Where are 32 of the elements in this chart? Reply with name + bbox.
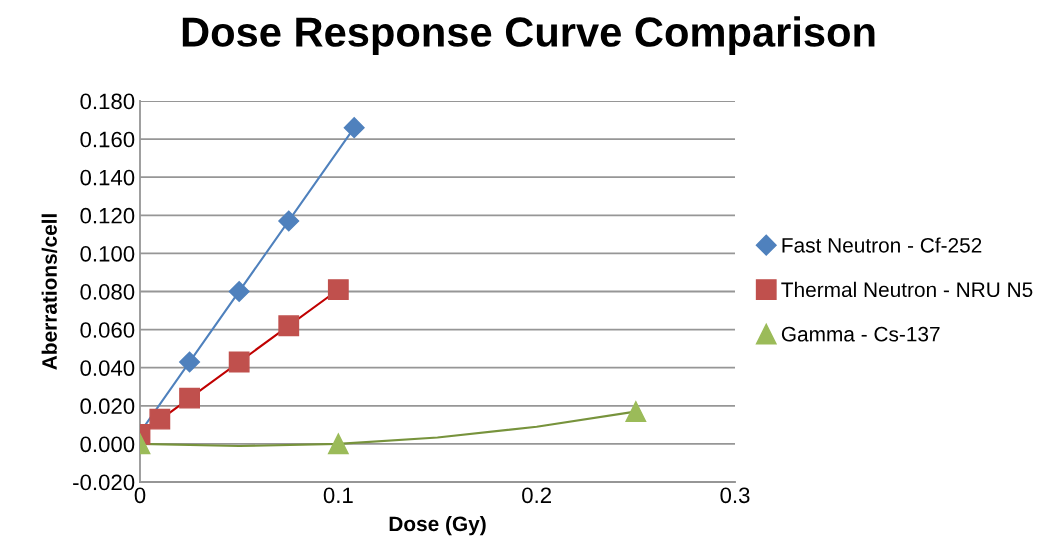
legend-label: Gamma - Cs-137	[781, 326, 940, 342]
y-axis-title: Aberrations/cell	[41, 214, 58, 370]
y-tick-label: 0.100	[80, 245, 135, 262]
point	[149, 408, 171, 430]
point	[327, 279, 349, 301]
y-tick-label: 0.160	[80, 131, 135, 148]
point	[327, 433, 349, 455]
y-tick-label: 0.000	[80, 436, 135, 453]
x-tick-label: 0	[134, 487, 146, 504]
point	[228, 351, 250, 373]
y-tick-label: 0.140	[80, 169, 135, 186]
point	[179, 351, 201, 373]
point	[278, 210, 300, 232]
point	[625, 401, 647, 422]
chart-title: Dose Response Curve Comparison	[182, 16, 875, 56]
y-tick-label: 0.180	[80, 93, 135, 110]
point	[228, 280, 250, 303]
legend-label: Fast Neutron - Cf-252	[782, 237, 982, 253]
point	[179, 387, 201, 409]
y-tick-label: 0.060	[80, 322, 135, 338]
y-tick-label: 0.120	[80, 207, 135, 224]
point	[343, 117, 365, 139]
x-axis-title: Dose (Gy)	[389, 515, 486, 536]
x-tick-label: 0.1	[323, 487, 353, 504]
y-tick-label: 0.020	[80, 398, 135, 415]
legend-label: Thermal Neutron - NRU N5	[781, 281, 1033, 298]
x-tick-label: 0.2	[522, 487, 551, 504]
y-tick-label: 0.040	[80, 360, 135, 376]
x-tick-label: 0.3	[720, 487, 750, 504]
y-tick-label: -0.020	[73, 474, 135, 491]
point	[278, 315, 300, 337]
y-tick-label: 0.080	[80, 284, 135, 300]
